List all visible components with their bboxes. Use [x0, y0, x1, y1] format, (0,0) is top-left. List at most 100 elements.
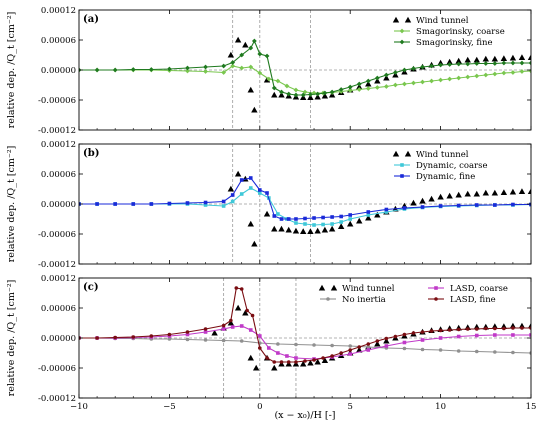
legend-marker: [392, 16, 400, 23]
data-point: [456, 203, 461, 208]
data-point: [265, 191, 269, 195]
y-tick-label: -0.00006: [38, 364, 76, 374]
data-point: [248, 45, 254, 51]
data-point: [294, 360, 298, 364]
y-tick-label: 0.00012: [41, 274, 76, 284]
data-point: [337, 223, 345, 230]
data-point: [314, 358, 321, 365]
data-point: [330, 354, 334, 358]
series-group: [79, 170, 531, 247]
data-point: [131, 202, 136, 206]
data-point: [438, 77, 443, 83]
data-point: [272, 360, 277, 364]
panel-label: (c): [83, 282, 99, 293]
y-tick-label: -0.00012: [38, 260, 76, 270]
data-point: [393, 334, 398, 339]
data-point: [447, 328, 452, 332]
data-point: [234, 36, 242, 43]
y-tick-label: -0.00006: [38, 230, 76, 240]
data-point: [247, 86, 254, 93]
data-point: [185, 65, 190, 71]
data-point: [312, 343, 316, 347]
data-point: [438, 62, 443, 68]
legend-label: Smagorinsky, coarse: [416, 27, 505, 37]
data-point: [229, 318, 233, 323]
data-point: [527, 54, 531, 61]
data-point: [185, 337, 190, 342]
data-point: [248, 64, 254, 70]
data-point: [493, 333, 497, 337]
legend-marker: [399, 39, 405, 45]
data-point: [374, 77, 381, 84]
series-line: [79, 177, 531, 220]
data-point: [446, 58, 453, 65]
data-point: [511, 350, 515, 355]
data-point: [500, 189, 508, 196]
data-point: [339, 214, 343, 219]
data-point: [529, 333, 531, 337]
data-point: [393, 70, 398, 75]
data-point: [491, 323, 499, 330]
data-point: [294, 217, 298, 221]
data-point: [356, 81, 362, 87]
data-point: [247, 220, 254, 227]
data-point: [366, 342, 371, 346]
data-point: [411, 66, 416, 71]
data-point: [95, 202, 99, 206]
data-point: [438, 204, 443, 208]
data-point: [185, 68, 190, 74]
data-point: [299, 360, 307, 367]
legend-marker: [404, 150, 412, 157]
data-point: [167, 66, 172, 72]
panel-1: -0.00012 -0.00006 0.00000 0.00006 0.00012 (a)…: [6, 6, 532, 136]
y-axis-label: relative dep. /Q_t [cm⁻²]: [6, 12, 17, 129]
data-point: [271, 364, 278, 371]
data-point: [267, 346, 271, 350]
data-point: [250, 313, 255, 318]
legend-marker: [392, 150, 400, 157]
data-point: [251, 240, 258, 247]
data-point: [272, 214, 277, 218]
data-point: [278, 225, 285, 232]
data-point: [321, 215, 325, 220]
data-point: [265, 356, 269, 360]
data-point: [465, 327, 470, 331]
data-point: [374, 211, 381, 218]
data-point: [284, 83, 290, 89]
data-point: [420, 330, 425, 334]
data-point: [384, 207, 389, 212]
data-point: [429, 78, 434, 84]
data-point: [501, 70, 507, 76]
data-point: [493, 203, 497, 207]
legend-label: Wind tunnel: [416, 150, 469, 160]
data-point: [447, 62, 453, 67]
data-point: [420, 64, 425, 70]
data-point: [491, 189, 499, 196]
data-point: [221, 338, 226, 343]
data-point: [321, 222, 325, 227]
data-point: [330, 215, 334, 219]
legend-label: Wind tunnel: [342, 284, 395, 294]
data-point: [383, 72, 389, 78]
data-point: [438, 348, 443, 352]
y-tick-label: -0.00006: [38, 96, 76, 106]
data-point: [482, 55, 489, 62]
data-point: [203, 330, 208, 334]
y-tick-label: -0.00012: [38, 394, 76, 404]
data-point: [271, 91, 278, 98]
data-point: [167, 332, 172, 337]
y-tick-label: 0.00006: [41, 170, 76, 180]
y-axis-label: relative dep. /Q_t [cm⁻²]: [6, 146, 17, 263]
data-point: [245, 308, 249, 313]
data-point: [113, 335, 117, 340]
data-point: [402, 81, 407, 87]
y-tick-label: 0.00000: [41, 200, 76, 210]
data-point: [278, 91, 285, 98]
data-point: [221, 323, 226, 328]
data-point: [203, 327, 208, 331]
data-point: [95, 336, 99, 340]
data-point: [510, 70, 516, 75]
data-point: [230, 325, 235, 329]
data-point: [234, 304, 242, 311]
